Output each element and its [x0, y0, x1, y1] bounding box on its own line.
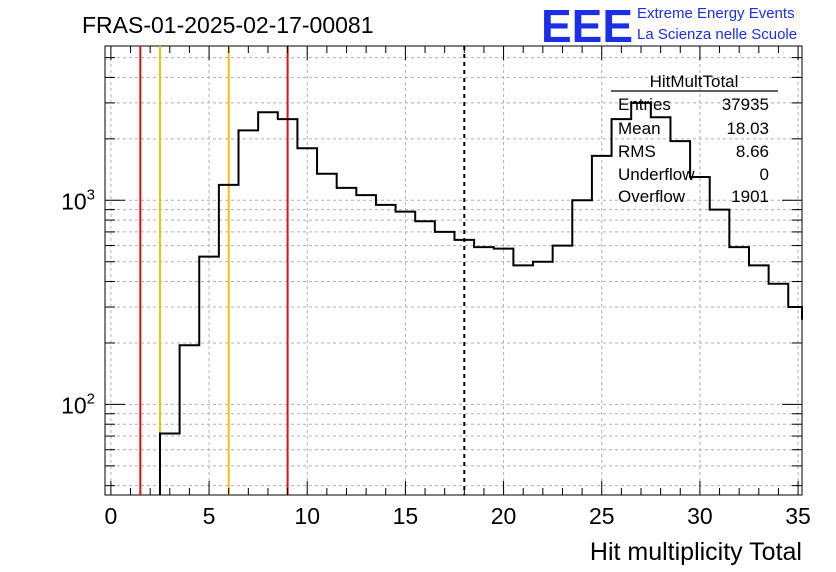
stats-value: 37935 [722, 95, 769, 114]
logo-line-2: La Scienza nelle Scuole [637, 26, 797, 43]
x-tick-label: 30 [687, 503, 713, 529]
stats-label: Entries [618, 95, 671, 114]
x-tick-label: 5 [203, 503, 216, 529]
stats-value: 8.66 [736, 142, 769, 161]
axes: 0 5 10 15 20 25 30 35 102 103 [61, 46, 811, 529]
stats-label: Overflow [618, 187, 686, 206]
stats-title: HitMultTotal [650, 72, 739, 91]
stats-value: 18.03 [726, 119, 769, 138]
y-tick-label: 102 [61, 390, 95, 418]
x-tick-label: 35 [785, 503, 811, 529]
stats-label: Underflow [618, 165, 695, 184]
stats-value: 1901 [731, 187, 769, 206]
stats-box: HitMultTotal Entries 37935 Mean 18.03 RM… [611, 72, 778, 206]
histogram-line [158, 101, 803, 495]
x-tick-label: 25 [589, 503, 615, 529]
stats-value: 0 [760, 165, 769, 184]
y-tick-label: 103 [61, 186, 95, 214]
histogram-series [158, 101, 803, 495]
plot-frame [104, 45, 803, 496]
chart-title: FRAS-01-2025-02-17-00081 [82, 12, 374, 38]
logo-line-1: Extreme Energy Events [637, 5, 795, 22]
x-tick-label: 20 [491, 503, 517, 529]
x-tick-label: 0 [104, 503, 117, 529]
marker-lines [139, 46, 466, 495]
x-axis-label: Hit multiplicity Total [590, 538, 802, 566]
eee-logo-mark: EEE [541, 0, 633, 52]
stats-label: Mean [618, 119, 661, 138]
stats-label: RMS [618, 142, 656, 161]
grid [105, 46, 802, 495]
x-tick-label: 15 [393, 503, 419, 529]
x-tick-label: 10 [294, 503, 320, 529]
